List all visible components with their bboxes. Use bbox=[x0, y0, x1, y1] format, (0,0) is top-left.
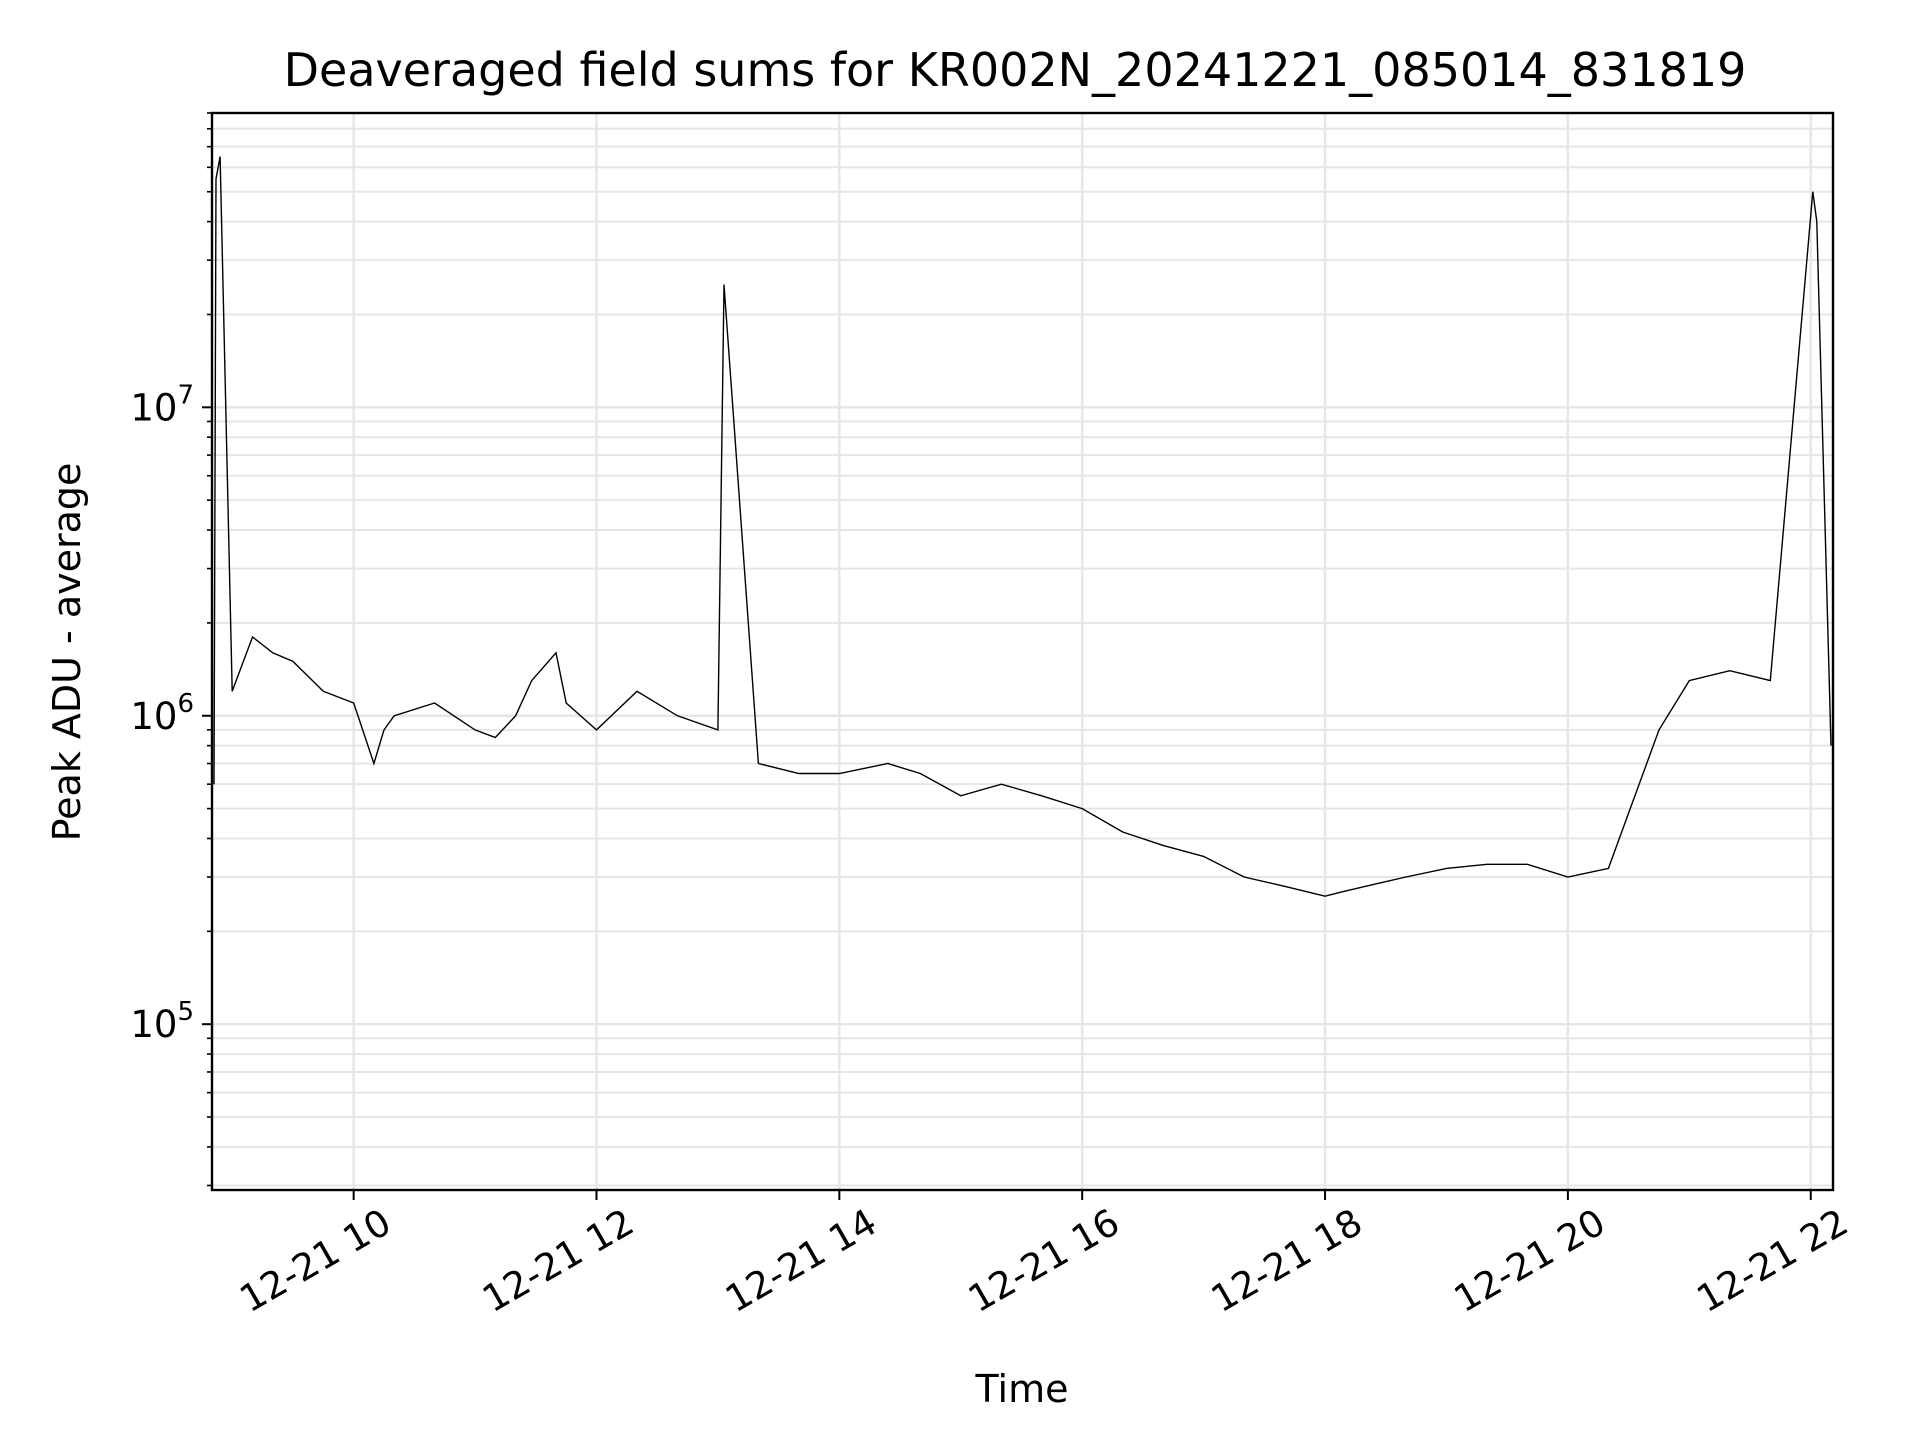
y-tick-label: 105 bbox=[130, 997, 194, 1046]
chart-title: Deaveraged field sums for KR002N_2024122… bbox=[284, 43, 1747, 97]
y-tick-label: 107 bbox=[130, 380, 194, 429]
grid bbox=[212, 112, 1833, 1190]
y-axis-ticks: 105 106 107 bbox=[130, 112, 212, 1187]
y-axis-label: Peak ADU - average bbox=[45, 463, 89, 842]
y-tick-label: 106 bbox=[130, 689, 194, 738]
series-line-0 bbox=[213, 156, 1832, 897]
plot-frame bbox=[210, 111, 1835, 1192]
x-axis-label: Time bbox=[975, 1367, 1069, 1411]
plot-area bbox=[213, 156, 1832, 897]
